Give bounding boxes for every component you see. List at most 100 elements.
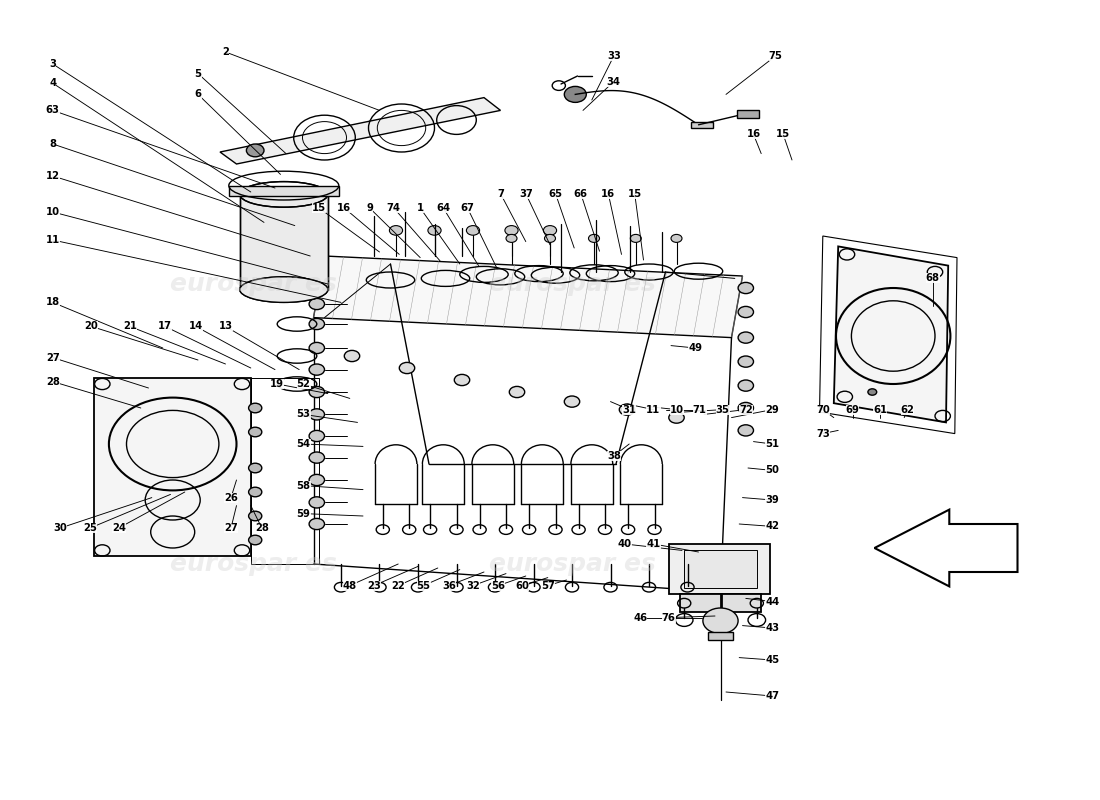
Text: 11: 11 — [647, 405, 660, 414]
Text: 2: 2 — [222, 47, 229, 57]
Text: 41: 41 — [647, 539, 660, 549]
Circle shape — [249, 535, 262, 545]
Polygon shape — [684, 550, 757, 588]
Circle shape — [506, 234, 517, 242]
Text: 40: 40 — [618, 539, 631, 549]
Polygon shape — [94, 378, 251, 556]
Text: 76: 76 — [662, 613, 675, 622]
Circle shape — [738, 356, 754, 367]
Circle shape — [738, 425, 754, 436]
Text: 26: 26 — [224, 493, 238, 502]
Text: 28: 28 — [255, 523, 268, 533]
Text: 63: 63 — [46, 106, 59, 115]
Circle shape — [619, 404, 635, 415]
Text: 60: 60 — [516, 581, 529, 590]
Text: 4: 4 — [50, 78, 56, 88]
Circle shape — [309, 409, 324, 420]
Text: 37: 37 — [519, 189, 532, 198]
Text: 61: 61 — [873, 405, 887, 414]
Ellipse shape — [240, 277, 328, 302]
Polygon shape — [737, 110, 759, 118]
Text: 34: 34 — [607, 77, 620, 86]
Polygon shape — [669, 544, 770, 594]
Text: 62: 62 — [901, 405, 914, 414]
Text: 49: 49 — [689, 343, 702, 353]
Polygon shape — [220, 98, 500, 164]
Text: 16: 16 — [747, 130, 760, 139]
Polygon shape — [708, 632, 733, 640]
Text: 50: 50 — [766, 466, 779, 475]
Circle shape — [509, 386, 525, 398]
Text: 15: 15 — [777, 130, 790, 139]
Polygon shape — [229, 186, 339, 196]
Circle shape — [868, 389, 877, 395]
Circle shape — [564, 86, 586, 102]
Text: 35: 35 — [716, 405, 729, 414]
Text: 51: 51 — [766, 439, 779, 449]
Text: 21: 21 — [123, 322, 136, 331]
Text: 67: 67 — [461, 203, 474, 213]
Text: 8: 8 — [50, 139, 56, 149]
Text: 42: 42 — [766, 522, 779, 531]
Circle shape — [543, 226, 557, 235]
Text: 33: 33 — [607, 51, 620, 61]
Text: eurospar es: eurospar es — [488, 272, 656, 296]
Text: 47: 47 — [766, 691, 779, 701]
Circle shape — [309, 386, 324, 398]
Circle shape — [588, 234, 600, 242]
Text: 57: 57 — [541, 581, 554, 590]
Circle shape — [703, 608, 738, 634]
Circle shape — [466, 226, 480, 235]
Text: 1: 1 — [417, 203, 424, 213]
Text: 75: 75 — [769, 51, 782, 61]
Text: 23: 23 — [367, 581, 381, 590]
Text: 68: 68 — [926, 274, 939, 283]
Text: 9: 9 — [366, 203, 373, 213]
Text: 16: 16 — [338, 203, 351, 213]
Text: 19: 19 — [271, 379, 284, 389]
Text: 46: 46 — [634, 613, 647, 622]
Text: 16: 16 — [602, 189, 615, 198]
Text: 72: 72 — [739, 405, 752, 414]
Circle shape — [505, 226, 518, 235]
Text: 25: 25 — [84, 523, 97, 533]
Text: 10: 10 — [46, 207, 59, 217]
Circle shape — [389, 226, 403, 235]
Polygon shape — [680, 594, 761, 612]
Text: 15: 15 — [628, 189, 641, 198]
Circle shape — [246, 144, 264, 157]
Text: 11: 11 — [46, 235, 59, 245]
Text: eurospar es: eurospar es — [169, 552, 337, 576]
Text: 3: 3 — [50, 59, 56, 69]
Text: 31: 31 — [623, 405, 636, 414]
Text: 24: 24 — [112, 523, 125, 533]
Circle shape — [671, 234, 682, 242]
Text: 71: 71 — [693, 405, 706, 414]
Circle shape — [309, 298, 324, 310]
Circle shape — [249, 511, 262, 521]
Text: 53: 53 — [297, 410, 310, 419]
Circle shape — [344, 350, 360, 362]
Circle shape — [309, 318, 324, 330]
Text: 64: 64 — [437, 203, 450, 213]
Circle shape — [309, 452, 324, 463]
Circle shape — [454, 374, 470, 386]
Circle shape — [309, 474, 324, 486]
Circle shape — [428, 226, 441, 235]
Text: 52: 52 — [297, 379, 310, 389]
Polygon shape — [314, 256, 742, 338]
Text: 58: 58 — [297, 481, 310, 490]
Circle shape — [309, 342, 324, 354]
Circle shape — [309, 430, 324, 442]
Text: 43: 43 — [766, 623, 779, 633]
Circle shape — [309, 364, 324, 375]
Text: 28: 28 — [46, 377, 59, 386]
Text: 10: 10 — [670, 405, 683, 414]
Text: 73: 73 — [816, 429, 829, 438]
Polygon shape — [240, 194, 328, 290]
Text: 13: 13 — [219, 322, 232, 331]
Text: 17: 17 — [158, 322, 172, 331]
Text: 7: 7 — [497, 189, 504, 198]
Text: 15: 15 — [312, 203, 326, 213]
Text: 70: 70 — [816, 405, 829, 414]
